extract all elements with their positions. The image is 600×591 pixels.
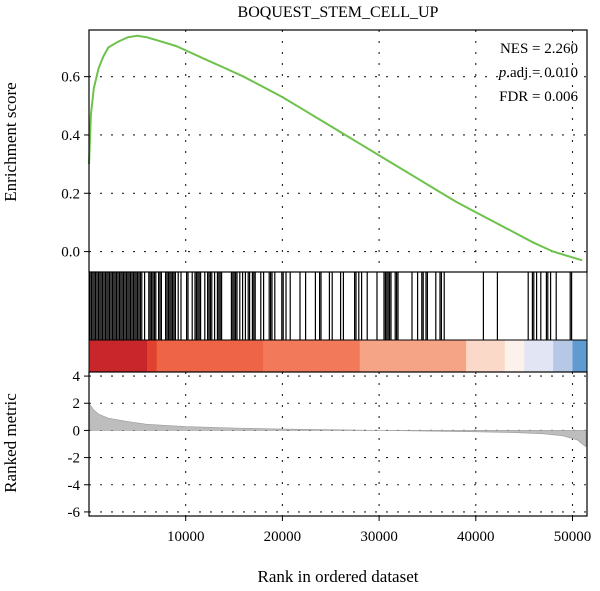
enrichment-score-axis-label: Enrichment score	[1, 82, 20, 201]
x-axis-tick-label: 20000	[264, 529, 302, 545]
gene-hits-panel	[88, 271, 588, 341]
es-y-tick-label: 0.6	[61, 70, 80, 86]
plot-title: BOQUEST_STEM_CELL_UP	[238, 4, 439, 21]
hits-panel-frame	[88, 271, 588, 341]
nes-label: NES = 2.260	[500, 41, 578, 57]
x-axis-tick-label: 50000	[554, 529, 592, 545]
ranked-metric-area	[88, 402, 587, 448]
rank-y-tick-label: 0	[73, 423, 81, 439]
heat-segment	[553, 340, 573, 372]
rank-y-tick-label: 2	[73, 396, 81, 412]
rank-y-tick-label: -2	[68, 451, 81, 467]
fdr-label: FDR = 0.006	[499, 89, 578, 105]
padj-label: p.adj = 0.010	[498, 65, 578, 81]
padj-value: .adj = 0.010	[506, 65, 578, 81]
x-axis-tick-label: 10000	[167, 529, 205, 545]
ranked-metric-axis-label: Ranked metric	[1, 393, 20, 493]
heat-segment	[89, 340, 148, 372]
ranking-heatmap-bar	[88, 339, 588, 373]
x-axis-tick-label: 30000	[360, 529, 398, 545]
heat-segment	[524, 340, 554, 372]
stats-annotation: NES = 2.260 p.adj = 0.010 FDR = 0.006	[498, 41, 579, 105]
x-axis-label: Rank in ordered dataset	[258, 567, 419, 586]
enrichment-score-line	[88, 34, 583, 262]
heat-segment	[263, 340, 361, 372]
rank-y-tick-label: -6	[68, 505, 81, 521]
enrichment-score-panel: 0.0 0.2 0.4 0.6	[61, 29, 588, 273]
heat-segment	[572, 340, 588, 372]
rank-panel-frame	[88, 371, 588, 517]
es-y-tick-label: 0.4	[61, 128, 80, 144]
rank-y-tick-label: -4	[68, 478, 81, 494]
heat-segment	[504, 340, 525, 372]
es-y-tick-label: 0.0	[61, 245, 80, 261]
x-axis-tick-label: 40000	[457, 529, 495, 545]
heat-segment	[156, 340, 264, 372]
heat-segment	[359, 340, 467, 372]
ranked-metric-panel: 4 2 0 -2 -4 -6 10000 20000 30000 40000 50000	[68, 369, 592, 545]
rank-y-tick-label: 4	[73, 369, 81, 385]
heat-segment	[466, 340, 506, 372]
es-y-tick-label: 0.2	[61, 186, 80, 202]
padj-prefix: p	[498, 65, 507, 81]
heat-segment	[147, 340, 158, 372]
